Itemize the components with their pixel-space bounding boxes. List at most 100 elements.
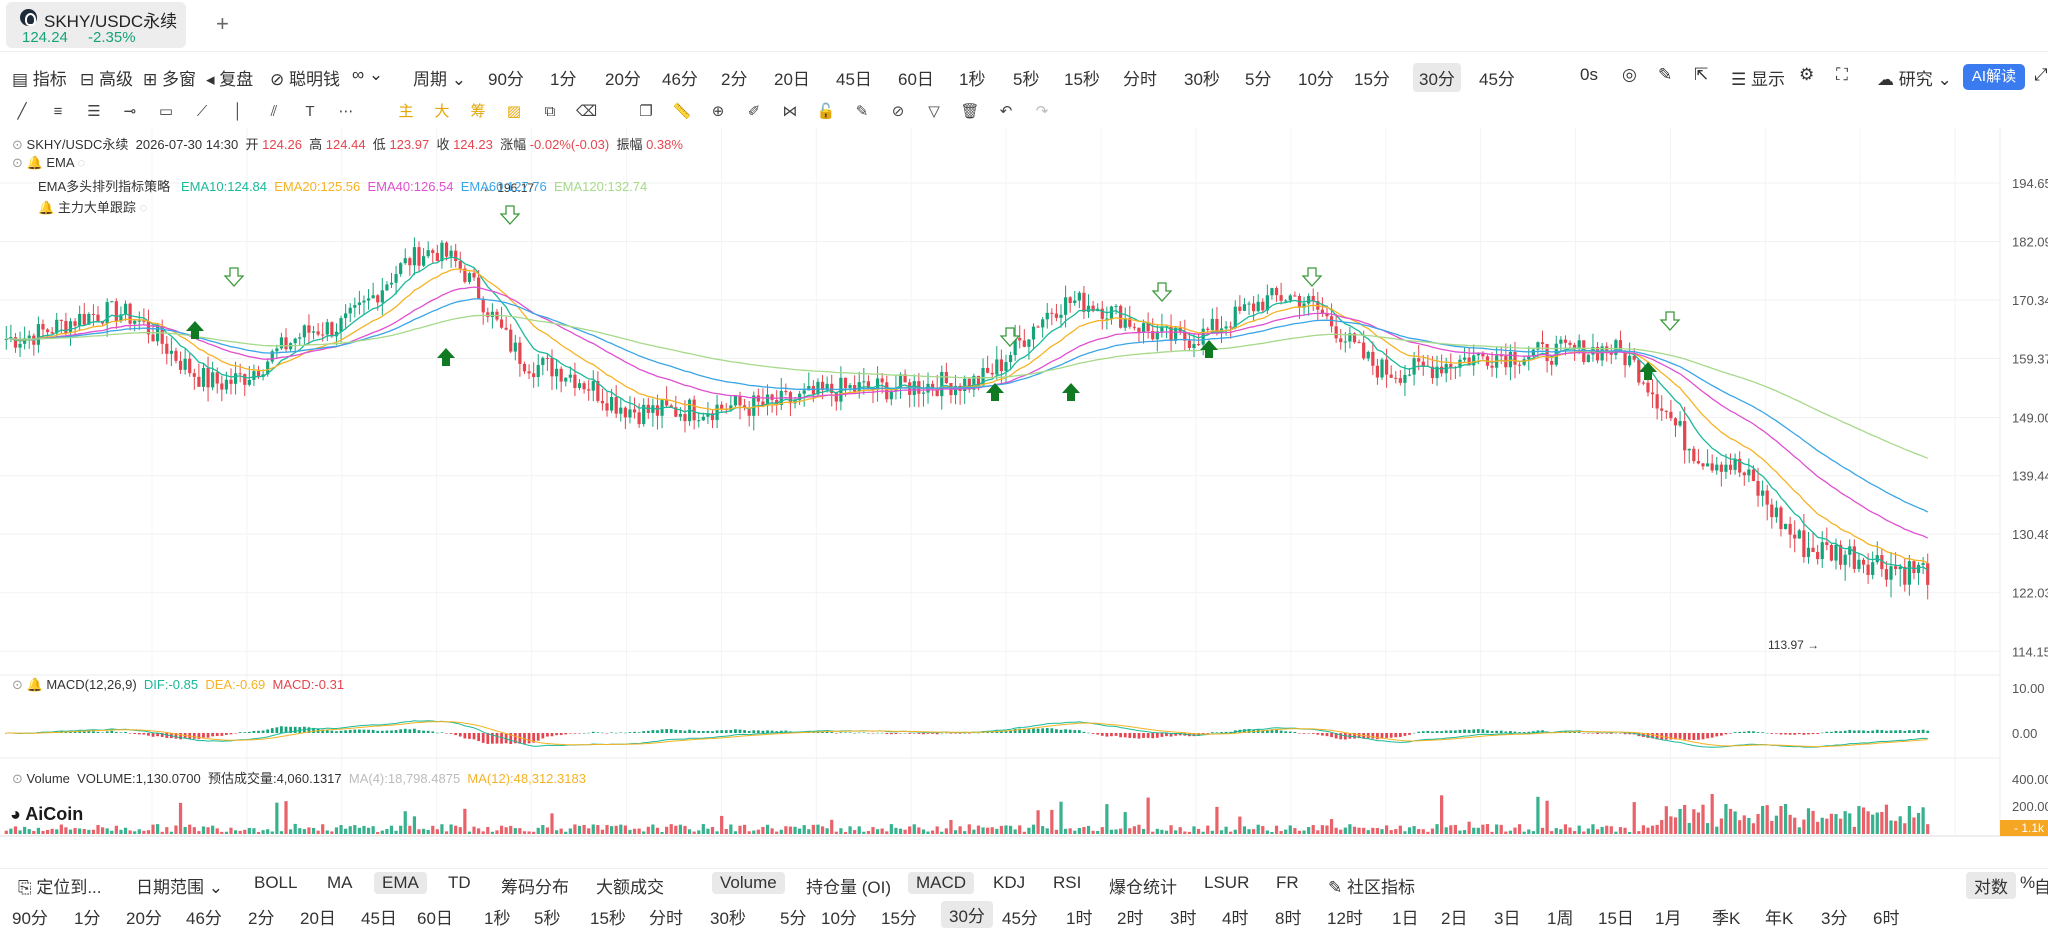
toolbar-period-8[interactable]: 1秒 [959, 70, 986, 89]
eye-off-icon[interactable]: ◌ [77, 155, 86, 170]
edit-icon[interactable]: ✎ [855, 103, 869, 120]
indicator-button[interactable]: ▤ 指标 [12, 70, 67, 89]
period-31[interactable]: 年K [1765, 909, 1794, 928]
ray-icon[interactable]: ⟋ [196, 103, 208, 120]
period-23[interactable]: 12时 [1327, 909, 1363, 928]
log-scale-toggle[interactable]: 对数 [1966, 872, 2016, 899]
glasses-icon[interactable]: ∞ ⌄ [352, 65, 384, 84]
period-3[interactable]: 46分 [186, 909, 222, 928]
period-33[interactable]: 6时 [1873, 909, 1900, 928]
period-4[interactable]: 2分 [248, 909, 275, 928]
period-20[interactable]: 3时 [1170, 909, 1197, 928]
toolbar-period-15[interactable]: 15分 [1354, 70, 1390, 89]
collapse-icon[interactable]: ⊙ [12, 677, 23, 692]
period-2[interactable]: 20分 [126, 909, 162, 928]
period-15[interactable]: 15分 [881, 909, 917, 928]
template-icon[interactable]: ⧉ [544, 103, 556, 120]
period-14[interactable]: 10分 [821, 909, 857, 928]
horizontal-lines-icon[interactable]: ≡ [53, 103, 63, 120]
chart-area[interactable]: 194.65 182.09 170.34 159.37 149.00 139.44 130.… [0, 128, 2048, 840]
zero-seconds[interactable]: 0s [1580, 65, 1598, 84]
copy-icon[interactable]: ❐ [639, 103, 653, 120]
expand-icon[interactable]: ⤢ [2034, 65, 2048, 84]
period-6[interactable]: 45日 [361, 909, 397, 928]
period-19[interactable]: 2时 [1117, 909, 1144, 928]
rectangle-icon[interactable]: ▭ [158, 103, 174, 120]
main-indicator-large-trades[interactable]: 大额成交 [596, 878, 664, 897]
period-10[interactable]: 15秒 [590, 909, 626, 928]
period-29[interactable]: 1月 [1655, 909, 1682, 928]
toolbar-period-1[interactable]: 1分 [550, 70, 577, 89]
smart-money-button[interactable]: ⊘ 聪明钱 [270, 70, 340, 89]
redo-icon[interactable]: ↷ [1035, 103, 1049, 120]
toolbar-period-6[interactable]: 45日 [836, 70, 872, 89]
toolbar-period-5[interactable]: 20日 [774, 70, 810, 89]
sub-indicator-liquidations[interactable]: 爆仓统计 [1109, 878, 1177, 897]
period-25[interactable]: 2日 [1441, 909, 1468, 928]
sub-indicator-kdj[interactable]: KDJ [993, 873, 1026, 892]
more-tools-icon[interactable]: ⋯ [338, 103, 354, 120]
big-toggle[interactable]: 大 [434, 103, 450, 120]
parallel-lines-icon[interactable]: ☰ [87, 103, 101, 120]
horizontal-ray-icon[interactable]: ⊸ [123, 103, 137, 120]
eraser-icon[interactable]: ⌫ [576, 103, 598, 120]
ai-analysis-button[interactable]: AI解读 [1963, 64, 2025, 90]
main-indicator-td[interactable]: TD [448, 873, 471, 892]
collapse-icon[interactable]: ⊙ [12, 771, 23, 786]
community-indicator-button[interactable]: ✎ 社区指标 [1328, 878, 1415, 897]
toolbar-period-4[interactable]: 2分 [721, 70, 748, 89]
period-21[interactable]: 4时 [1222, 909, 1249, 928]
zoom-icon[interactable]: ⊕ [711, 103, 725, 120]
period-7[interactable]: 60日 [417, 909, 453, 928]
advanced-button[interactable]: ⊟ 高级 [80, 70, 133, 89]
chips-toggle[interactable]: 筹 [470, 103, 486, 120]
text-tool-icon[interactable]: T [305, 103, 315, 120]
display-button[interactable]: ☰ 显示 [1731, 70, 1785, 89]
sub-indicator-lsur[interactable]: LSUR [1204, 873, 1250, 892]
percent-scale-toggle[interactable]: % [2020, 873, 2036, 892]
settings-gear-icon[interactable]: ⚙ [1799, 65, 1815, 84]
period-18[interactable]: 1时 [1066, 909, 1093, 928]
channel-icon[interactable]: ⫽ [270, 103, 278, 120]
toolbar-period-12[interactable]: 30秒 [1184, 70, 1220, 89]
sub-indicator-macd[interactable]: MACD [908, 872, 975, 894]
period-8[interactable]: 1秒 [484, 909, 511, 928]
research-dropdown[interactable]: ☁ 研究 ⌄ [1877, 70, 1952, 89]
locate-button[interactable]: ⎘ 定位到... [18, 878, 102, 897]
period-24[interactable]: 1日 [1392, 909, 1419, 928]
sub-indicator-rsi[interactable]: RSI [1053, 873, 1082, 892]
undo-icon[interactable]: ↶ [999, 103, 1013, 120]
period-1[interactable]: 1分 [74, 909, 101, 928]
toolbar-period-17[interactable]: 45分 [1479, 70, 1515, 89]
fullscreen-icon[interactable]: ⛶ [1836, 65, 1848, 84]
toolbar-period-9[interactable]: 5秒 [1013, 70, 1040, 89]
toolbar-period-0[interactable]: 90分 [488, 70, 524, 89]
main-indicator-ma[interactable]: MA [327, 873, 353, 892]
main-indicator-ema[interactable]: EMA [374, 872, 427, 894]
collapse-icon[interactable]: ⊙ [12, 137, 23, 152]
period-12[interactable]: 30秒 [710, 909, 746, 928]
vertical-line-icon[interactable]: │ [233, 103, 243, 120]
collapse-icon[interactable]: ⊙ [12, 155, 23, 170]
period-17[interactable]: 45分 [1002, 909, 1038, 928]
main-indicator-chips[interactable]: 筹码分布 [501, 878, 569, 897]
pencil-icon[interactable]: ✎ [1658, 65, 1673, 84]
bell-icon[interactable]: 🔔 [38, 200, 55, 215]
main-toggle[interactable]: 主 [398, 103, 414, 120]
period-22[interactable]: 8时 [1275, 909, 1302, 928]
lock-icon[interactable]: 🔓 [816, 103, 836, 120]
toolbar-period-2[interactable]: 20分 [605, 70, 641, 89]
link-icon[interactable]: ⊘ [891, 103, 905, 120]
ruler-icon[interactable]: 📏 [672, 103, 692, 120]
magnet-icon[interactable]: ⋈ [782, 103, 798, 120]
date-range-dropdown[interactable]: 日期范围 ⌄ [136, 878, 223, 897]
period-32[interactable]: 3分 [1821, 909, 1848, 928]
bell-icon[interactable]: 🔔 [26, 677, 43, 692]
toolbar-period-16[interactable]: 30分 [1413, 63, 1461, 92]
eye-off-icon[interactable]: ◌ [139, 200, 148, 215]
replay-button[interactable]: ◂ 复盘 [206, 70, 254, 89]
main-indicator-boll[interactable]: BOLL [254, 873, 298, 892]
period-dropdown[interactable]: 周期 ⌄ [413, 70, 466, 89]
share-icon[interactable]: ⇱ [1694, 65, 1709, 84]
toolbar-period-11[interactable]: 分时 [1123, 70, 1157, 89]
